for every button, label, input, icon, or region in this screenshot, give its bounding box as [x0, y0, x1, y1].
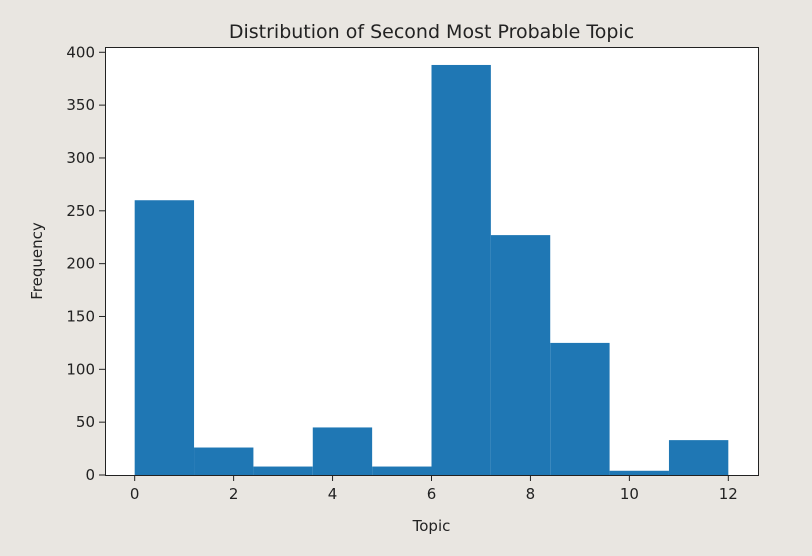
chart-title: Distribution of Second Most Probable Top…: [229, 21, 634, 43]
y-tick-label: 400: [66, 43, 95, 61]
histogram-bar: [372, 466, 432, 475]
histogram-bar: [134, 200, 195, 476]
histogram-bar: [668, 440, 729, 475]
x-tick-label: 2: [229, 485, 239, 503]
histogram-bar: [490, 235, 551, 475]
histogram-bar: [431, 64, 491, 476]
histogram-bar: [253, 466, 313, 475]
histogram-bar: [550, 342, 610, 475]
y-tick-label: 300: [66, 149, 95, 167]
y-tick-label: 50: [76, 413, 95, 431]
y-tick-label: 200: [66, 255, 95, 273]
y-tick-label: 100: [66, 360, 95, 378]
x-tick-label: 12: [719, 485, 738, 503]
x-tick-label: 8: [526, 485, 536, 503]
y-tick-label: 0: [85, 466, 95, 484]
y-tick-label: 350: [66, 96, 95, 114]
histogram-bar: [609, 470, 669, 475]
y-axis-ticks: 0 50 100 150 200 250 300 350 400: [66, 43, 105, 484]
histogram-bar: [312, 427, 373, 475]
x-axis-ticks: 0 2 4 6 8 10 12: [130, 475, 738, 503]
histogram-bar: [194, 447, 254, 475]
bars-group: [134, 64, 729, 476]
plot-frame: [105, 47, 759, 476]
y-tick-label: 250: [66, 202, 95, 220]
x-tick-label: 4: [328, 485, 338, 503]
y-tick-label: 150: [66, 307, 95, 325]
x-axis-title: Topic: [412, 517, 451, 535]
x-tick-label: 10: [620, 485, 639, 503]
x-tick-label: 6: [427, 485, 437, 503]
x-tick-label: 0: [130, 485, 140, 503]
y-axis-title: Frequency: [28, 222, 46, 300]
